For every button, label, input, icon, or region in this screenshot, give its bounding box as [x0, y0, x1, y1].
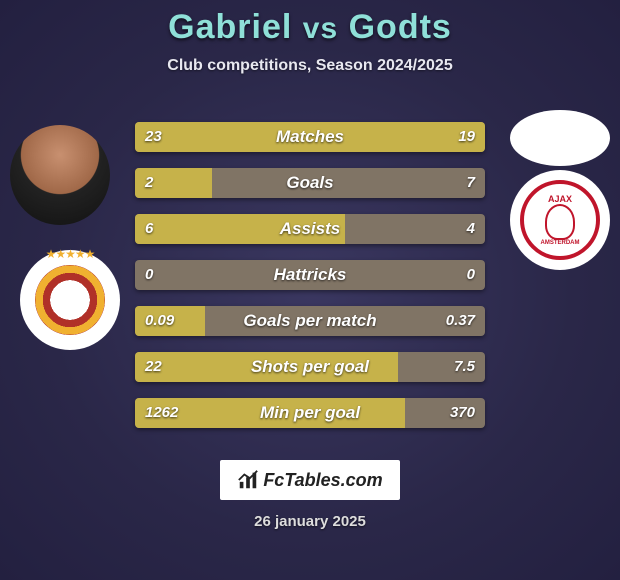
ajax-text-bottom: AMSTERDAM: [541, 240, 580, 246]
galatasaray-stars-icon: ★★★★★: [46, 247, 95, 261]
galatasaray-badge-icon: ★★★★★: [35, 265, 105, 335]
stat-row: 64Assists: [135, 214, 485, 244]
footer-date: 26 january 2025: [0, 513, 620, 530]
vs-text: vs: [303, 12, 338, 45]
player2-club-badge: AJAX AMSTERDAM: [510, 170, 610, 270]
stat-row: 2319Matches: [135, 122, 485, 152]
player1-avatar: [10, 125, 110, 225]
stats-bars-container: 2319Matches 27Goals 64Assists 00Hattricks 0.…: [135, 122, 485, 444]
stat-label: Shots per goal: [135, 352, 485, 382]
stat-label: Matches: [135, 122, 485, 152]
player1-club-badge: ★★★★★: [20, 250, 120, 350]
player2-name: Godts: [349, 8, 452, 46]
stat-row: 1262370Min per goal: [135, 398, 485, 428]
player1-face-placeholder: [10, 125, 110, 225]
stat-row: 227.5Shots per goal: [135, 352, 485, 382]
stat-row: 0.090.37Goals per match: [135, 306, 485, 336]
player1-name: Gabriel: [168, 8, 292, 46]
stat-row: 00Hattricks: [135, 260, 485, 290]
fctables-chart-icon: [237, 469, 259, 491]
stat-row: 27Goals: [135, 168, 485, 198]
stat-label: Goals: [135, 168, 485, 198]
stat-label: Min per goal: [135, 398, 485, 428]
ajax-head-icon: [545, 204, 575, 240]
ajax-badge-icon: AJAX AMSTERDAM: [520, 180, 600, 260]
stat-label: Goals per match: [135, 306, 485, 336]
ajax-text-top: AJAX: [548, 194, 572, 204]
fctables-logo[interactable]: FcTables.com: [220, 460, 400, 500]
subtitle: Club competitions, Season 2024/2025: [0, 57, 620, 75]
fctables-text: FcTables.com: [263, 470, 382, 491]
stat-label: Assists: [135, 214, 485, 244]
player2-avatar: [510, 110, 610, 166]
comparison-title: Gabriel vs Godts: [0, 0, 620, 47]
stat-label: Hattricks: [135, 260, 485, 290]
